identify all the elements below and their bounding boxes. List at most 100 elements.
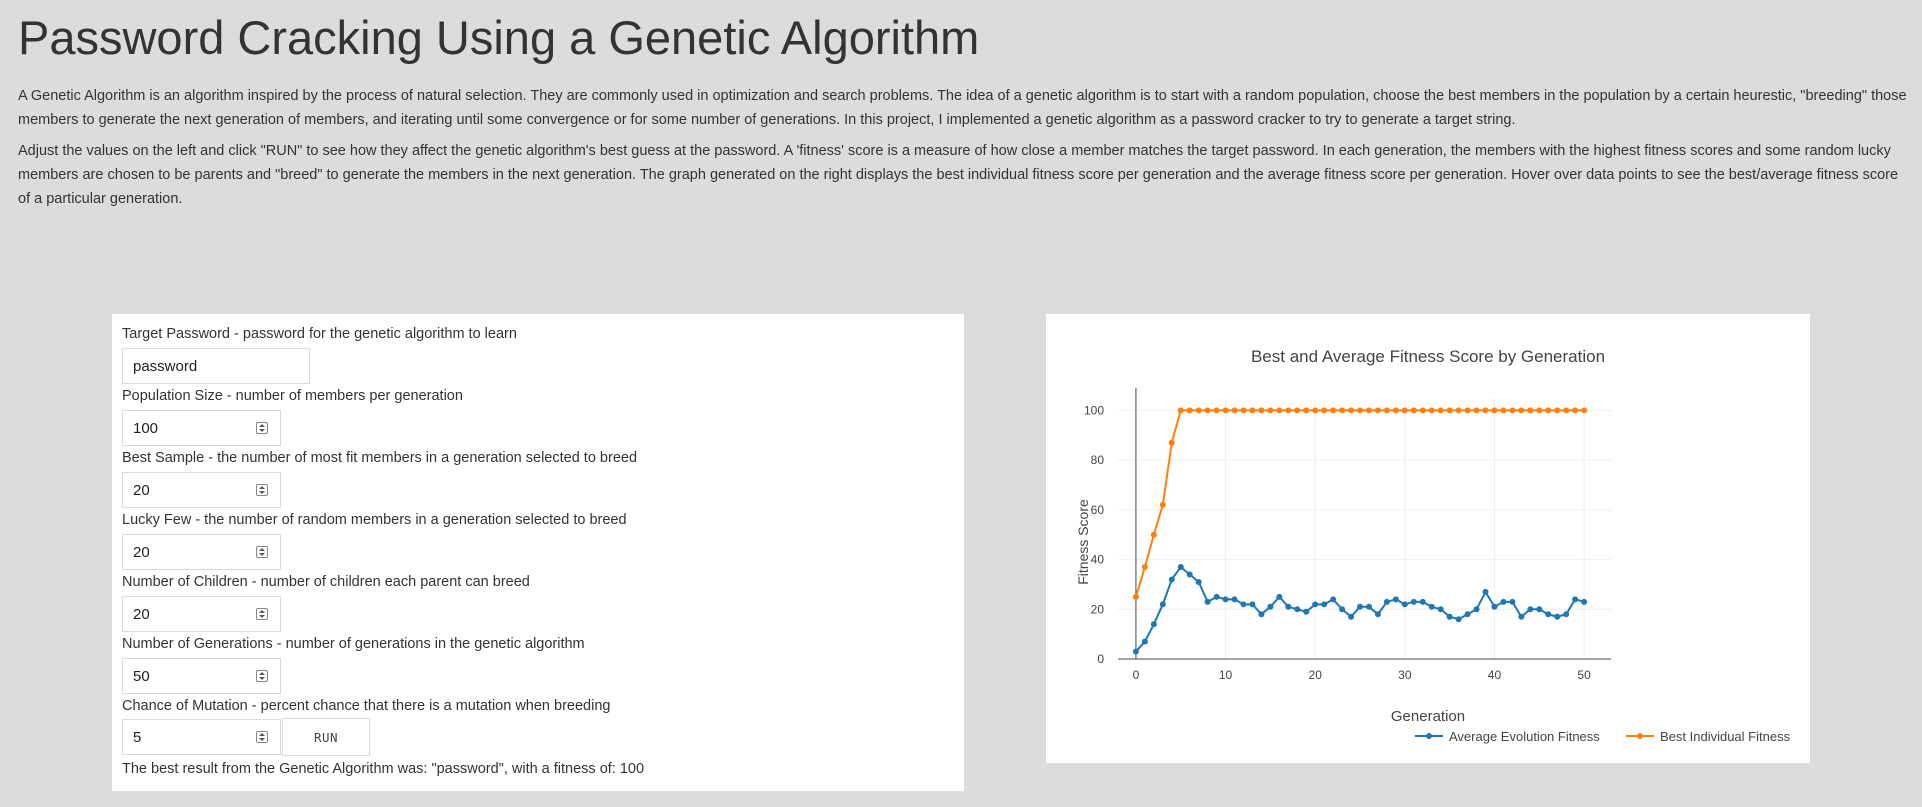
data-point[interactable] [1348,407,1355,414]
data-point[interactable] [1285,407,1292,414]
data-point[interactable] [1330,407,1337,414]
data-point[interactable] [1374,611,1381,618]
number-of-children-field[interactable] [122,596,281,632]
data-point[interactable] [1132,593,1139,600]
legend-label[interactable]: Best Individual Fitness [1660,729,1791,744]
spinner-icon[interactable] [256,670,268,682]
data-point[interactable] [1159,601,1166,608]
data-point[interactable] [1473,407,1480,414]
data-point[interactable] [1204,407,1211,414]
data-point[interactable] [1339,606,1346,613]
data-point[interactable] [1168,576,1175,583]
data-point[interactable] [1303,407,1310,414]
data-point[interactable] [1186,571,1193,578]
data-point[interactable] [1437,407,1444,414]
data-point[interactable] [1168,439,1175,446]
data-point[interactable] [1186,407,1193,414]
data-point[interactable] [1545,611,1552,618]
number-of-generations-input[interactable] [123,659,253,693]
data-point[interactable] [1348,613,1355,620]
population-size-input[interactable] [123,411,253,445]
series-line[interactable] [1134,409,1585,598]
data-point[interactable] [1581,407,1588,414]
data-point[interactable] [1357,603,1364,610]
data-point[interactable] [1473,606,1480,613]
data-point[interactable] [1383,598,1390,605]
data-point[interactable] [1428,407,1435,414]
data-point[interactable] [1240,601,1247,608]
data-point[interactable] [1365,603,1372,610]
data-point[interactable] [1455,616,1462,623]
data-point[interactable] [1563,407,1570,414]
data-point[interactable] [1482,407,1489,414]
data-point[interactable] [1195,578,1202,585]
data-point[interactable] [1491,603,1498,610]
data-point[interactable] [1455,407,1462,414]
data-point[interactable] [1392,407,1399,414]
data-point[interactable] [1464,407,1471,414]
data-point[interactable] [1267,603,1274,610]
data-point[interactable] [1159,501,1166,508]
data-point[interactable] [1321,407,1328,414]
data-point[interactable] [1276,407,1283,414]
data-point[interactable] [1294,606,1301,613]
data-point[interactable] [1500,407,1507,414]
data-point[interactable] [1177,564,1184,571]
data-point[interactable] [1177,407,1184,414]
data-point[interactable] [1545,407,1552,414]
data-point[interactable] [1240,407,1247,414]
data-point[interactable] [1258,611,1265,618]
data-point[interactable] [1581,598,1588,605]
data-point[interactable] [1572,596,1579,603]
data-point[interactable] [1419,598,1426,605]
target-password-input[interactable] [122,348,310,384]
run-button[interactable]: RUN [282,718,370,756]
spinner-icon[interactable] [256,546,268,558]
data-point[interactable] [1491,407,1498,414]
lucky-few-field[interactable] [122,534,281,570]
data-point[interactable] [1536,407,1543,414]
data-point[interactable] [1446,407,1453,414]
data-point[interactable] [1410,407,1417,414]
data-point[interactable] [1231,407,1238,414]
data-point[interactable] [1141,564,1148,571]
data-point[interactable] [1509,407,1516,414]
best-sample-input[interactable] [123,473,253,507]
data-point[interactable] [1132,648,1139,655]
data-point[interactable] [1222,596,1229,603]
data-point[interactable] [1294,407,1301,414]
data-point[interactable] [1509,598,1516,605]
data-point[interactable] [1446,613,1453,620]
data-point[interactable] [1464,611,1471,618]
data-point[interactable] [1195,407,1202,414]
data-point[interactable] [1249,407,1256,414]
data-point[interactable] [1374,407,1381,414]
data-point[interactable] [1330,596,1337,603]
data-point[interactable] [1563,611,1570,618]
data-point[interactable] [1276,593,1283,600]
data-point[interactable] [1321,601,1328,608]
data-point[interactable] [1150,531,1157,538]
data-point[interactable] [1231,596,1238,603]
data-point[interactable] [1500,598,1507,605]
data-point[interactable] [1527,606,1534,613]
data-point[interactable] [1339,407,1346,414]
data-point[interactable] [1518,613,1525,620]
data-point[interactable] [1285,603,1292,610]
data-point[interactable] [1482,588,1489,595]
data-point[interactable] [1536,606,1543,613]
legend-marker[interactable] [1637,733,1643,739]
data-point[interactable] [1401,407,1408,414]
data-point[interactable] [1383,407,1390,414]
data-point[interactable] [1213,593,1220,600]
best-sample-field[interactable] [122,472,281,508]
number-of-children-input[interactable] [123,597,253,631]
lucky-few-input[interactable] [123,535,253,569]
data-point[interactable] [1554,407,1561,414]
data-point[interactable] [1437,606,1444,613]
data-point[interactable] [1410,598,1417,605]
spinner-icon[interactable] [256,731,268,743]
data-point[interactable] [1312,601,1319,608]
data-point[interactable] [1258,407,1265,414]
data-point[interactable] [1527,407,1534,414]
